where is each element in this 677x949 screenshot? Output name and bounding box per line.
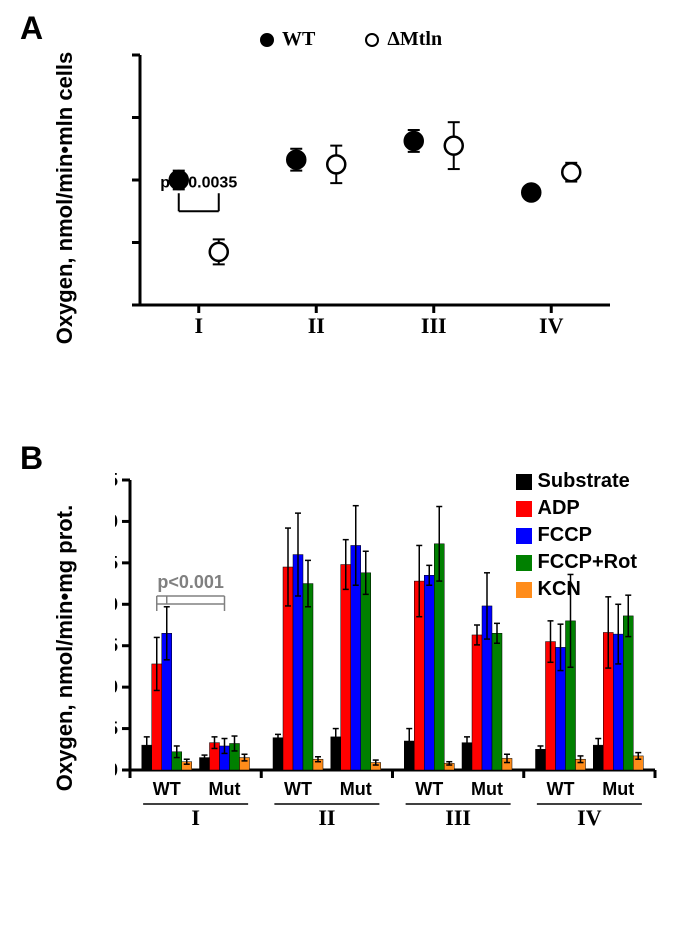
- svg-text:35: 35: [115, 470, 118, 490]
- svg-text:5: 5: [115, 719, 118, 739]
- svg-text:Mut: Mut: [602, 779, 634, 799]
- svg-text:WT: WT: [153, 779, 181, 799]
- svg-text:III: III: [445, 805, 471, 830]
- svg-text:WT: WT: [415, 779, 443, 799]
- panel-b-ylabel: Oxygen, nmol/min•mg prot.: [52, 488, 78, 808]
- svg-text:WT: WT: [547, 779, 575, 799]
- panel-a-label: A: [20, 10, 43, 47]
- svg-text:p = 0.0035: p = 0.0035: [160, 174, 237, 191]
- svg-text:II: II: [308, 313, 325, 338]
- panel-a-chart: 02468IIIIIIIVp = 0.0035: [130, 40, 630, 340]
- svg-text:II: II: [318, 805, 335, 830]
- svg-text:15: 15: [115, 636, 118, 656]
- svg-text:III: III: [421, 313, 447, 338]
- svg-text:Mut: Mut: [471, 779, 503, 799]
- svg-text:p<0.001: p<0.001: [157, 572, 224, 592]
- svg-text:WT: WT: [284, 779, 312, 799]
- panel-a-ylabel: Oxygen, nmol/min•mln cells: [52, 48, 78, 348]
- svg-text:IV: IV: [577, 805, 602, 830]
- panel-b-chart: 05101520253035IWTMutIIWTMutIIIWTMutIVWTM…: [115, 470, 665, 840]
- svg-text:20: 20: [115, 594, 118, 614]
- svg-text:I: I: [191, 805, 200, 830]
- svg-text:25: 25: [115, 553, 118, 573]
- svg-text:IV: IV: [539, 313, 564, 338]
- svg-text:I: I: [194, 313, 203, 338]
- svg-text:30: 30: [115, 511, 118, 531]
- svg-text:0: 0: [115, 760, 118, 780]
- svg-text:10: 10: [115, 677, 118, 697]
- panel-b-label: B: [20, 440, 43, 477]
- svg-text:Mut: Mut: [209, 779, 241, 799]
- svg-text:Mut: Mut: [340, 779, 372, 799]
